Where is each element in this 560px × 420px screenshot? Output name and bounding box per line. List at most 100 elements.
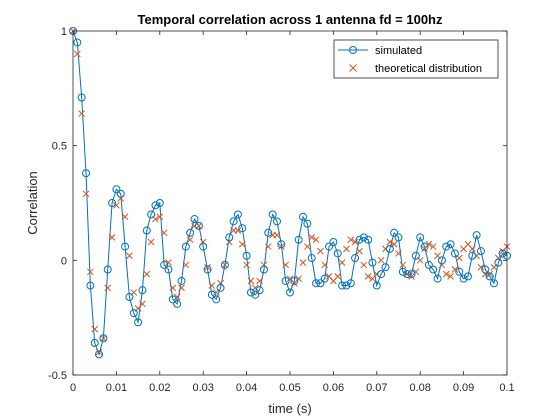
simulated-point (251, 290, 260, 299)
theoretical-point (139, 300, 146, 308)
legend-simulated-label: simulated (375, 45, 422, 57)
simulated-point (186, 228, 195, 237)
theoretical-point (264, 243, 272, 250)
simulated-point (194, 221, 203, 230)
simulated-point (485, 272, 494, 281)
theoretical-point (173, 293, 181, 301)
simulated-point (207, 290, 216, 299)
simulated-point (407, 270, 416, 279)
simulated-point (203, 265, 212, 274)
x-tick-label: 0 (70, 382, 76, 394)
theoretical-point (364, 273, 372, 280)
simulated-point (173, 299, 182, 308)
theoretical-point (442, 270, 450, 278)
simulated-point (142, 226, 151, 235)
theoretical-point (178, 284, 185, 292)
simulated-point (73, 38, 82, 47)
simulated-point (177, 276, 186, 285)
simulated-point (455, 267, 464, 276)
x-tick-label: 0.05 (279, 382, 300, 394)
theoretical-point (477, 263, 485, 271)
theoretical-point (425, 240, 433, 248)
series-layer (69, 27, 511, 359)
theoretical-point (282, 261, 290, 269)
theoretical-point (156, 213, 164, 221)
theoretical-point (95, 348, 103, 356)
simulated-point (199, 242, 208, 251)
simulated-point (121, 242, 130, 251)
simulated-point (290, 276, 299, 285)
x-tick-label: 0.09 (453, 382, 474, 394)
simulated-point (459, 274, 468, 283)
simulated-point (390, 228, 399, 237)
simulated-point (463, 272, 472, 281)
theoretical-point (113, 201, 120, 209)
simulated-point (420, 242, 429, 251)
simulated-point (433, 274, 442, 283)
simulated-point (82, 169, 91, 178)
simulated-point (212, 295, 221, 304)
theoretical-point (238, 240, 246, 248)
theoretical-point (208, 282, 216, 289)
theoretical-point (334, 273, 342, 280)
theoretical-point (87, 268, 94, 276)
simulated-point (242, 251, 251, 260)
simulated-point (77, 93, 86, 102)
plot-area (73, 31, 507, 375)
simulated-point (286, 288, 294, 297)
theoretical-point (243, 261, 250, 269)
simulated-point (281, 276, 290, 285)
simulated-point (411, 251, 420, 260)
theoretical-point (321, 261, 329, 269)
simulated-point (190, 215, 199, 224)
simulated-point (489, 279, 498, 288)
simulated-point (446, 240, 455, 249)
simulated-point (355, 235, 364, 244)
simulated-point (129, 309, 138, 318)
theoretical-point (121, 213, 129, 221)
simulated-point (398, 267, 407, 276)
theoretical-point (382, 245, 389, 253)
theoretical-point (360, 261, 368, 269)
legend-simulated-marker (349, 46, 357, 54)
theoretical-point (247, 277, 255, 285)
simulated-point (442, 242, 451, 251)
simulated-point (264, 228, 273, 237)
theoretical-point (78, 110, 86, 117)
y-axis-label: Correlation (25, 171, 40, 235)
simulated-point (498, 249, 507, 258)
simulated-point (268, 210, 277, 219)
simulated-point (112, 185, 121, 194)
theoretical-point (182, 261, 190, 269)
theoretical-point (429, 243, 437, 250)
theoretical-point (100, 334, 107, 342)
simulated-point (468, 251, 477, 260)
theoretical-point (221, 261, 229, 269)
simulated-point (103, 265, 112, 274)
simulated-point (90, 338, 99, 347)
simulated-point (220, 260, 229, 269)
simulated-point (472, 231, 481, 240)
theoretical-point (273, 231, 281, 239)
simulated-point (372, 281, 381, 290)
theoretical-point (338, 259, 346, 266)
theoretical-point (343, 245, 350, 253)
theoretical-point (308, 234, 316, 241)
theoretical-point (82, 190, 90, 198)
theoretical-point (317, 247, 324, 255)
x-tick-label: 0.01 (106, 382, 127, 394)
simulated-point (216, 283, 225, 292)
simulated-point (238, 224, 247, 233)
simulated-point (303, 219, 312, 228)
simulated-point (134, 318, 143, 327)
x-tick-label: 0.07 (366, 382, 387, 394)
simulated-point (138, 286, 147, 295)
theoretical-point (256, 277, 263, 285)
x-tick-label: 0.03 (192, 382, 213, 394)
simulated-point (320, 274, 329, 283)
simulated-point (246, 288, 255, 297)
simulated-point (86, 281, 95, 290)
theoretical-point (234, 227, 242, 234)
theoretical-point (195, 222, 203, 230)
